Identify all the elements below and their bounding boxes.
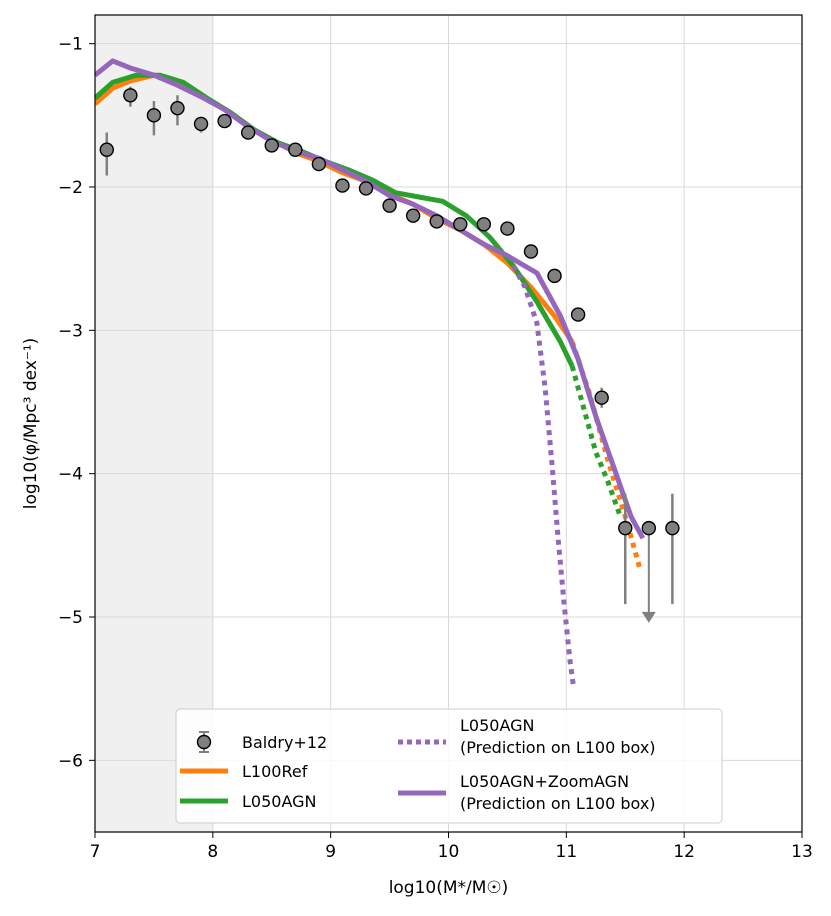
series-line-4 [511,264,576,687]
x-tick-label: 11 [556,842,578,862]
observation-point [665,520,680,536]
legend-box [175,708,723,824]
y-tick-label: −3 [58,321,83,341]
grid-lines [94,15,803,832]
observation-point [500,221,515,236]
legend-label-baldry: Baldry+12 [242,733,327,752]
y-tick-label: −5 [58,608,83,628]
legend-baldry-marker [196,734,212,750]
legend-label-l050agn-pred-1: L050AGN [460,716,534,735]
x-tick-label: 12 [673,842,695,862]
observation-point [382,198,397,213]
observation-point [570,307,586,322]
observation-point [99,142,114,157]
y-axis-label: log10(φ/Mpc³ dex⁻¹) [21,338,41,510]
series-line-3 [569,365,622,515]
observation-point [618,520,633,536]
x-tick-label: 9 [325,842,336,862]
observation-point [594,390,609,405]
observation-point [335,178,350,193]
observation-point [170,100,185,116]
observation-point [641,520,657,536]
legend-label-zoomagn-1: L050AGN+ZoomAGN [460,772,629,791]
x-tick-label: 10 [438,842,460,862]
x-axis-label: log10(M*/M☉) [389,878,509,898]
x-tick-label: 8 [207,842,218,862]
observation-point [193,116,209,132]
x-tick-label: 7 [90,842,101,862]
observation-point [429,214,444,229]
observation-point [547,268,562,284]
observation-point [217,113,232,129]
observation-point [523,244,539,259]
observation-point [405,208,421,223]
observation-point [453,217,468,232]
observation-point [240,125,256,140]
legend-label-l100ref: L100Ref [242,762,308,781]
observation-layer [99,86,680,623]
legend-label-l050agn: L050AGN [242,792,316,811]
observation-point [146,108,162,123]
legend-label-l050agn-pred-2: (Prediction on L100 box) [460,738,656,757]
observation-point [123,88,138,103]
observation-point [264,138,279,153]
observation-point [311,156,327,172]
shaded-region [95,15,213,832]
y-tick-label: −6 [58,751,83,771]
observation-point [476,217,492,232]
observation-point [288,142,303,157]
y-tick-label: −4 [58,465,83,485]
y-tick-label: −1 [58,35,83,55]
legend: Baldry+12 L100Ref L050AGN L050AGN (Predi… [175,708,723,824]
upper-limit-arrow [641,611,656,623]
series-line-5 [95,58,646,540]
observation-point [358,181,374,196]
y-tick-label: −2 [58,178,83,198]
x-tick-label: 13 [791,842,813,862]
legend-label-zoomagn-2: (Prediction on L100 box) [460,794,656,813]
axis-ticks: 7 8 9 10 11 12 13 −1 −2 −3 −4 −5 −6 [58,35,813,862]
